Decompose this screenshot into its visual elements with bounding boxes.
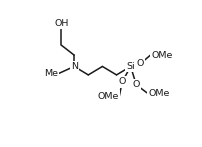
Text: OMe: OMe — [97, 92, 119, 101]
Text: O: O — [137, 59, 144, 68]
Text: OMe: OMe — [151, 51, 173, 60]
Text: OH: OH — [54, 19, 69, 28]
Text: O: O — [119, 77, 126, 86]
Text: OMe: OMe — [148, 89, 170, 98]
Text: N: N — [71, 62, 78, 71]
Text: Si: Si — [126, 62, 135, 71]
Text: Me: Me — [44, 69, 58, 78]
Text: O: O — [133, 80, 140, 89]
